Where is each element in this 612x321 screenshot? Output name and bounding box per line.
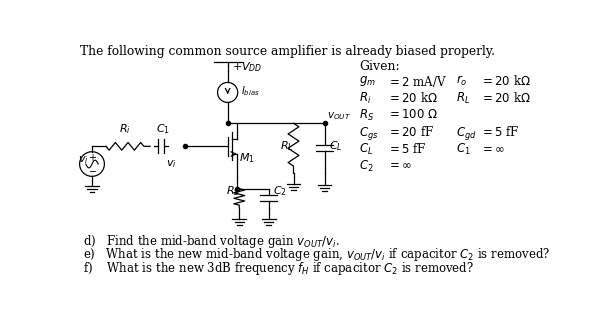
Text: $C_1$: $C_1$ bbox=[155, 123, 170, 136]
Text: $C_1$: $C_1$ bbox=[457, 142, 471, 157]
Text: The following common source amplifier is already biased properly.: The following common source amplifier is… bbox=[80, 45, 495, 58]
Text: $R_i$: $R_i$ bbox=[359, 91, 371, 106]
Text: $C_2$: $C_2$ bbox=[359, 159, 374, 174]
Text: $= 5$ fF: $= 5$ fF bbox=[387, 142, 426, 156]
Text: $= 20$ k$\Omega$: $= 20$ k$\Omega$ bbox=[479, 91, 531, 105]
Text: f)    What is the new 3dB frequency $f_H$ if capacitor $C_2$ is removed?: f) What is the new 3dB frequency $f_H$ i… bbox=[83, 260, 474, 277]
Text: $= 20$ k$\Omega$: $= 20$ k$\Omega$ bbox=[387, 91, 438, 105]
Text: d)   Find the mid-band voltage gain $v_{OUT}/v_i$.: d) Find the mid-band voltage gain $v_{OU… bbox=[83, 232, 340, 249]
Text: $v_i$: $v_i$ bbox=[166, 159, 176, 170]
Text: $C_{gd}$: $C_{gd}$ bbox=[457, 125, 477, 142]
Text: $R_L$: $R_L$ bbox=[280, 139, 294, 153]
Text: $-$: $-$ bbox=[88, 166, 97, 175]
Text: $r_o$: $r_o$ bbox=[457, 74, 468, 88]
Text: $R_i$: $R_i$ bbox=[119, 123, 131, 136]
Text: $= 2$ mA/V: $= 2$ mA/V bbox=[387, 74, 446, 89]
Text: $C_{gs}$: $C_{gs}$ bbox=[359, 125, 379, 142]
Text: $= 20$ k$\Omega$: $= 20$ k$\Omega$ bbox=[479, 74, 531, 88]
Text: $v_i$: $v_i$ bbox=[78, 154, 89, 166]
Text: $= 100\ \Omega$: $= 100\ \Omega$ bbox=[387, 108, 438, 121]
Text: $= 20$ fF: $= 20$ fF bbox=[387, 125, 434, 139]
Text: $= \infty$: $= \infty$ bbox=[387, 159, 411, 172]
Text: $R_L$: $R_L$ bbox=[457, 91, 471, 106]
Text: $C_L$: $C_L$ bbox=[359, 142, 374, 157]
Text: $M_1$: $M_1$ bbox=[239, 151, 255, 165]
Text: $= \infty$: $= \infty$ bbox=[479, 142, 504, 155]
Text: $+V_{DD}$: $+V_{DD}$ bbox=[231, 60, 262, 74]
Text: $C_L$: $C_L$ bbox=[329, 139, 343, 153]
Text: e)   What is the new mid-band voltage gain, $v_{OUT}/v_i$ if capacitor $C_2$ is : e) What is the new mid-band voltage gain… bbox=[83, 247, 550, 264]
Text: $I_{bias}$: $I_{bias}$ bbox=[241, 84, 259, 98]
Text: Given:: Given: bbox=[359, 60, 400, 73]
Text: $v_{OUT}$: $v_{OUT}$ bbox=[327, 110, 351, 122]
Text: $+$: $+$ bbox=[88, 152, 97, 163]
Text: $R_S$: $R_S$ bbox=[359, 108, 375, 123]
Text: $g_m$: $g_m$ bbox=[359, 74, 376, 88]
Text: $= 5$ fF: $= 5$ fF bbox=[479, 125, 519, 139]
Text: $R_S$: $R_S$ bbox=[226, 184, 241, 198]
Text: $C_2$: $C_2$ bbox=[274, 184, 287, 198]
